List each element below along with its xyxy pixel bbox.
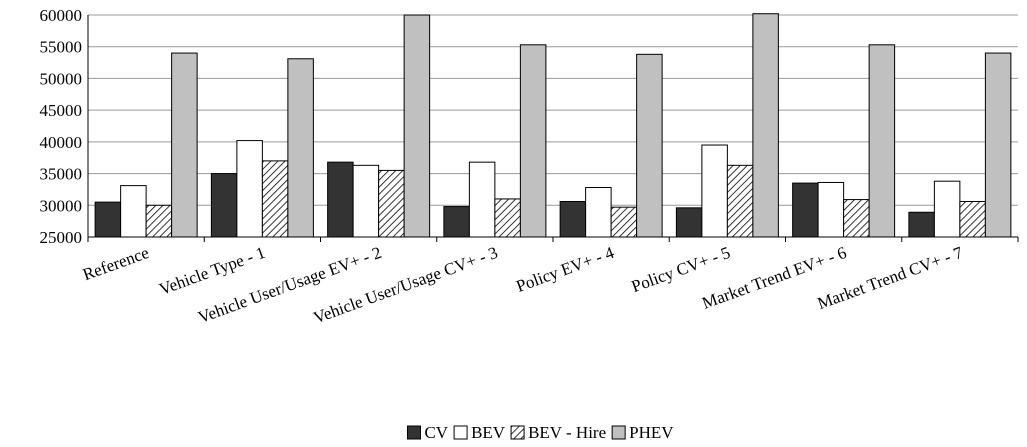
bar bbox=[726, 164, 754, 238]
legend-label: BEV bbox=[471, 423, 506, 442]
bar bbox=[94, 201, 122, 238]
bar bbox=[261, 160, 289, 238]
bar bbox=[145, 204, 173, 238]
legend-swatch bbox=[453, 425, 468, 440]
bar bbox=[468, 161, 496, 238]
bar bbox=[352, 164, 380, 238]
legend: CV BEV BEV - Hire PHEV bbox=[406, 423, 674, 442]
bar bbox=[378, 169, 405, 238]
legend-swatch bbox=[406, 425, 421, 440]
bar bbox=[494, 198, 521, 238]
legend-label: BEV - Hire bbox=[528, 423, 606, 442]
y-tick-label: 30000 bbox=[40, 196, 83, 215]
bar bbox=[519, 44, 547, 238]
bar bbox=[610, 206, 638, 238]
bar bbox=[403, 14, 431, 238]
legend-swatch bbox=[611, 425, 626, 440]
legend-swatch bbox=[510, 425, 525, 440]
x-tick-label: Reference bbox=[80, 243, 151, 284]
bar bbox=[908, 211, 935, 238]
bar bbox=[210, 173, 238, 238]
bar bbox=[984, 52, 1012, 238]
bar bbox=[120, 185, 147, 238]
bar bbox=[675, 207, 703, 238]
bar bbox=[843, 199, 870, 238]
bar bbox=[752, 13, 779, 238]
x-tick-label: Policy EV+ - 4 bbox=[514, 243, 617, 296]
bar bbox=[559, 200, 587, 238]
bar bbox=[792, 182, 819, 238]
bar bbox=[959, 200, 986, 238]
y-tick-label: 60000 bbox=[40, 6, 83, 25]
bar bbox=[933, 180, 961, 238]
bar bbox=[443, 206, 470, 238]
bar bbox=[817, 181, 845, 238]
y-tick-label: 40000 bbox=[40, 133, 83, 152]
bar bbox=[868, 44, 896, 238]
bar bbox=[236, 140, 263, 238]
bar bbox=[701, 144, 728, 238]
y-tick-label: 50000 bbox=[40, 69, 83, 88]
x-tick-label: Vehicle User/Usage CV+ - 3 bbox=[311, 243, 500, 327]
bar bbox=[585, 187, 612, 238]
y-tick-label: 55000 bbox=[40, 38, 83, 57]
legend-label: CV bbox=[424, 423, 448, 442]
bar bbox=[636, 53, 663, 238]
y-tick-label: 35000 bbox=[40, 165, 83, 184]
y-tick-label: 25000 bbox=[40, 228, 83, 247]
legend-label: PHEV bbox=[629, 423, 674, 442]
y-tick-label: 45000 bbox=[40, 101, 83, 120]
bar bbox=[171, 52, 198, 238]
bar bbox=[327, 161, 354, 238]
bar bbox=[287, 58, 314, 238]
